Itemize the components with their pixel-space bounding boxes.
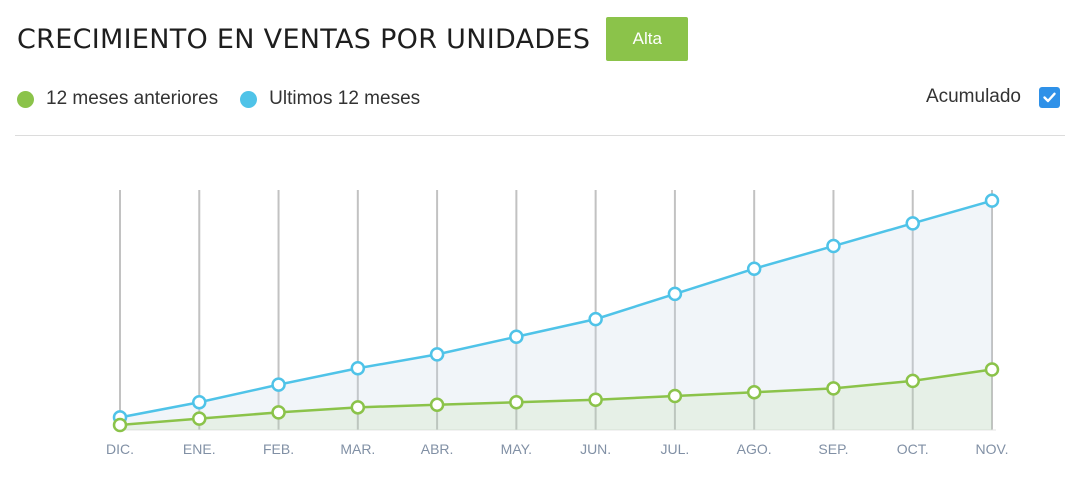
header: CRECIMIENTO EN VENTAS POR UNIDADES Alta (17, 17, 689, 61)
data-point[interactable] (271, 405, 286, 420)
series-line-0 (119, 368, 993, 427)
x-tick-label: ABR. (421, 441, 454, 457)
x-tick-label: FEB. (263, 441, 294, 457)
x-tick-label: JUL. (661, 441, 690, 457)
legend-dot-previous-icon (17, 90, 34, 108)
x-tick-label: JUN. (580, 441, 611, 457)
data-point[interactable] (350, 400, 366, 415)
page-title: CRECIMIENTO EN VENTAS POR UNIDADES (17, 23, 591, 55)
cumulative-checkbox[interactable] (1039, 86, 1060, 108)
data-point[interactable] (588, 311, 603, 327)
x-tick-label: AGO. (737, 441, 772, 457)
data-point[interactable] (905, 216, 920, 231)
data-point[interactable] (588, 392, 603, 408)
data-point[interactable] (112, 417, 128, 433)
data-point[interactable] (192, 411, 207, 426)
x-tick-label: MAR. (340, 441, 375, 457)
data-point[interactable] (429, 347, 445, 362)
legend-label-previous: 12 meses anteriores (46, 88, 219, 109)
x-tick-label: SEP. (818, 441, 848, 457)
data-point[interactable] (667, 388, 683, 404)
x-tick-label: NOV. (976, 441, 1009, 457)
divider (15, 135, 1065, 136)
chart-legend: 12 meses anteriores Ultimos 12 meses (17, 88, 442, 110)
data-point[interactable] (826, 238, 841, 254)
series-area-0 (120, 369, 992, 430)
x-tick-label: ENE. (183, 441, 216, 457)
cumulative-label: Acumulado (925, 86, 1021, 107)
data-point[interactable] (271, 377, 286, 392)
x-tick-label: MAY. (501, 441, 532, 457)
data-point[interactable] (905, 373, 920, 389)
legend-item-latest: Ultimos 12 meses (240, 88, 420, 110)
data-point[interactable] (746, 261, 762, 276)
data-point[interactable] (984, 362, 1000, 377)
status-badge: Alta (606, 17, 689, 61)
checkmark-icon (1043, 92, 1056, 102)
data-point[interactable] (984, 193, 1000, 208)
legend-dot-latest-icon (240, 90, 258, 108)
data-point[interactable] (509, 329, 524, 345)
data-point[interactable] (350, 361, 366, 376)
data-point[interactable] (667, 286, 683, 302)
x-tick-label: OCT. (897, 441, 929, 457)
data-point[interactable] (826, 381, 841, 396)
legend-item-previous: 12 meses anteriores (17, 88, 218, 110)
data-point[interactable] (429, 397, 445, 413)
legend-label-latest: Ultimos 12 meses (269, 88, 421, 109)
cumulative-toggle: Acumulado (926, 86, 1060, 108)
series-line-1 (119, 199, 993, 419)
data-point[interactable] (192, 395, 207, 410)
data-point[interactable] (746, 384, 762, 400)
x-tick-label: DIC. (106, 441, 134, 457)
data-point[interactable] (509, 395, 524, 410)
